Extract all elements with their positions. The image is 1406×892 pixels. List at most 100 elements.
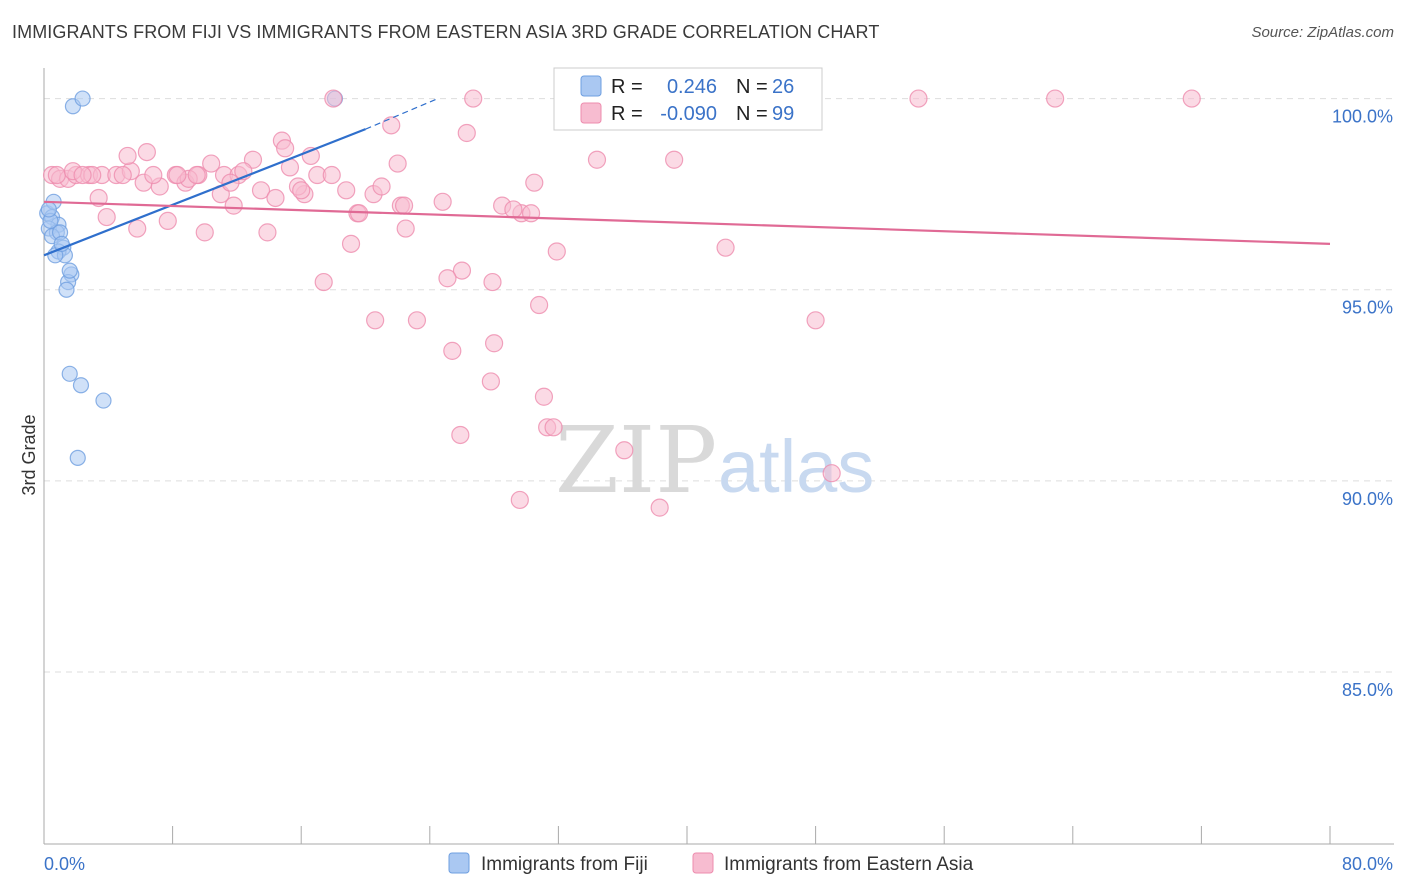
asia-point-51: [547, 242, 566, 261]
legend-swatch-asia: [692, 852, 714, 874]
asia-point-40: [372, 177, 391, 196]
fiji-point-11: [58, 281, 75, 298]
asia-point-92: [822, 464, 841, 483]
legend-label-asia: Immigrants from Eastern Asia: [724, 854, 974, 875]
legend-swatch-fiji: [448, 852, 470, 874]
asia-point-32: [195, 223, 214, 242]
asia-point-89: [665, 150, 684, 169]
watermark-zip: ZIP: [555, 407, 717, 514]
asia-point-56: [382, 116, 401, 135]
asia-point-43: [433, 192, 452, 211]
asia-point-96: [525, 173, 544, 192]
asia-point-26: [276, 139, 295, 158]
trend-lines: [43, 98, 1331, 257]
fiji-swatch: [580, 75, 602, 97]
asia-point-73: [443, 341, 462, 360]
legend-label-fiji: Immigrants from Fiji: [481, 854, 648, 875]
asia-point-33: [258, 223, 277, 242]
asia-swatch: [580, 102, 602, 124]
asia-point-44: [452, 261, 472, 280]
asia-point-74: [481, 372, 500, 391]
fiji-point-24: [40, 201, 57, 218]
asia-point-37: [337, 181, 356, 200]
asia-point-71: [366, 311, 385, 330]
fiji-trend-line: [43, 128, 366, 257]
fiji-trend-extension: [365, 98, 439, 130]
asia-point-21: [137, 142, 156, 162]
asia-point-64: [144, 165, 163, 185]
asia-point-70: [341, 234, 361, 253]
asia-point-58: [464, 89, 483, 108]
asia-point-65: [73, 165, 92, 185]
fiji-point-17: [72, 377, 90, 394]
asia-point-30: [89, 188, 108, 208]
fiji-r-label: R =: [611, 76, 643, 98]
y-tick-label-0: 85.0%: [1342, 680, 1393, 700]
asia-point-61: [47, 165, 66, 185]
y-tick-label-2: 95.0%: [1342, 298, 1393, 318]
asia-point-72: [407, 311, 427, 330]
asia-point-67: [187, 165, 206, 185]
asia-n-label: N =: [736, 103, 768, 125]
asia-point-50: [530, 295, 549, 315]
asia-r-label: R =: [611, 103, 643, 125]
stats-legend: R = 0.246 N = 26 R = -0.090 N = 99: [553, 67, 823, 131]
asia-point-55: [388, 154, 407, 173]
asia-point-42: [396, 219, 415, 238]
asia-point-29: [158, 211, 177, 231]
grid-lines: [44, 98, 1394, 673]
asia-point-69: [314, 272, 333, 292]
asia-point-88: [1182, 89, 1201, 108]
asia-point-78: [544, 418, 563, 437]
y-tick-labels: 85.0% 90.0% 95.0% 100.0%: [1332, 107, 1393, 700]
fiji-point-16: [61, 365, 78, 382]
asia-point-93: [322, 165, 341, 185]
asia-point-23: [224, 196, 243, 215]
asia-point-45: [438, 269, 457, 288]
asia-trend-line: [43, 200, 1331, 245]
asia-point-34: [113, 165, 132, 185]
x-tick-label-1: 80.0%: [1342, 854, 1393, 874]
asia-point-46: [483, 272, 502, 292]
asia-point-59: [324, 89, 343, 108]
asia-point-53: [504, 200, 523, 219]
x-tick-labels: 0.0% 80.0%: [44, 854, 1393, 874]
fiji-n-label: N =: [736, 76, 768, 98]
asia-point-95: [292, 181, 311, 200]
asia-point-49: [521, 204, 541, 223]
asia-point-47: [485, 334, 504, 353]
axes: [43, 68, 1394, 845]
series-legend: Immigrants from Fiji Immigrants from Eas…: [448, 852, 974, 875]
asia-point-79: [510, 490, 529, 510]
y-axis-title: 3rd Grade: [19, 414, 39, 495]
asia-point-91: [806, 311, 825, 330]
asia-point-80: [615, 441, 634, 460]
fiji-point-19: [69, 449, 86, 467]
asia-point-57: [457, 123, 476, 143]
data-points: [39, 89, 1201, 517]
source-note: Source: ZipAtlas.com: [1251, 24, 1394, 41]
asia-point-75: [534, 387, 554, 406]
asia-point-60: [168, 165, 187, 185]
asia-point-54: [587, 150, 607, 169]
x-tick-label-0: 0.0%: [44, 854, 85, 874]
fiji-point-18: [95, 392, 112, 409]
asia-point-31: [128, 219, 147, 238]
fiji-n-value: 26: [772, 76, 794, 98]
asia-point-98: [394, 196, 414, 215]
asia-point-81: [650, 498, 669, 517]
y-tick-label-3: 100.0%: [1332, 107, 1393, 127]
chart-title: IMMIGRANTS FROM FIJI VS IMMIGRANTS FROM …: [12, 22, 880, 42]
fiji-point-23: [61, 262, 78, 279]
asia-r-value: -0.090: [660, 103, 717, 125]
asia-point-15: [251, 181, 271, 200]
asia-point-90: [716, 238, 735, 257]
asia-point-20: [118, 146, 137, 166]
asia-point-16: [266, 188, 285, 208]
asia-n-value: 99: [772, 103, 794, 125]
asia-point-87: [1046, 89, 1065, 108]
asia-point-12: [202, 154, 221, 173]
watermark: ZIP atlas: [555, 407, 874, 514]
watermark-atlas: atlas: [718, 425, 874, 508]
